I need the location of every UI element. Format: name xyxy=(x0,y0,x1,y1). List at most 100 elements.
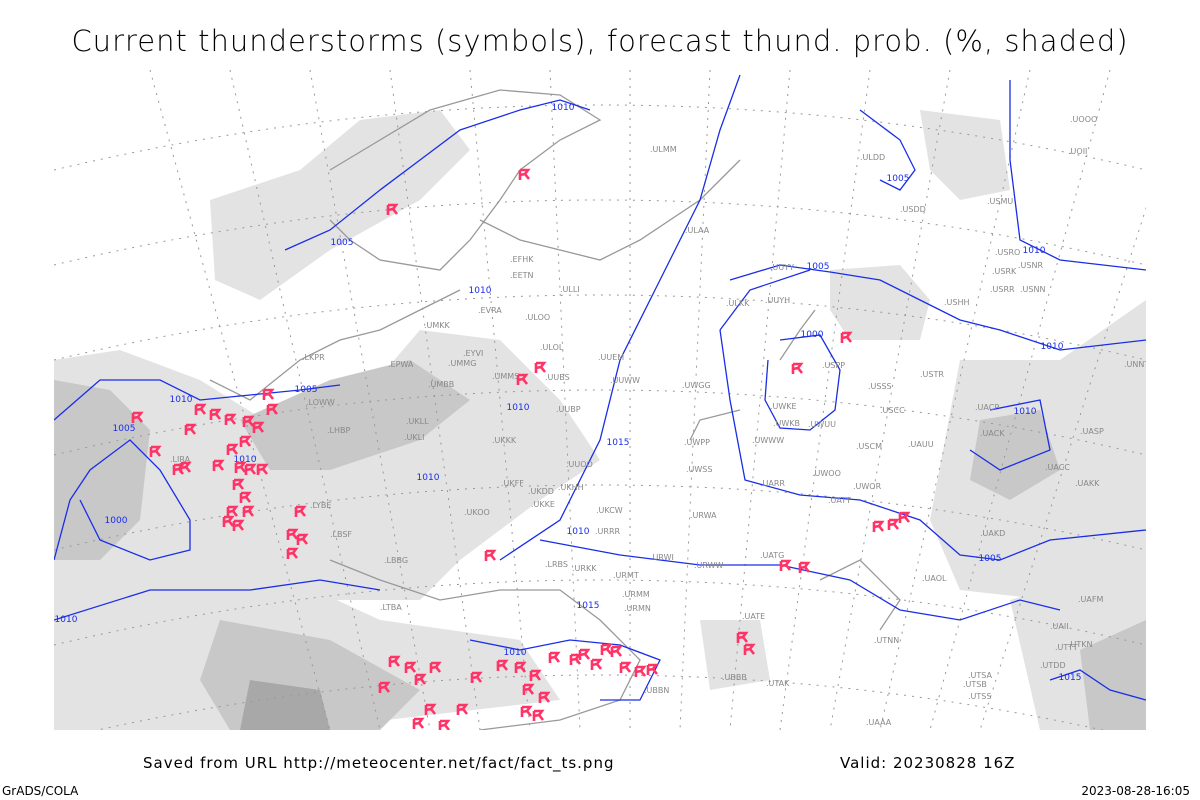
isobar-label: 1015 xyxy=(607,438,630,448)
station-label: .LBSF xyxy=(330,530,352,539)
station-label: .UMBB xyxy=(428,380,454,389)
station-label: .LTBA xyxy=(380,603,402,612)
map-title: Current thunderstorms (symbols), forecas… xyxy=(71,24,1129,58)
station-label: .LHBP xyxy=(327,426,351,435)
thunderstorm-icon xyxy=(239,491,252,503)
thunderstorm-icon xyxy=(516,373,529,385)
thunderstorm-icon xyxy=(242,505,255,517)
thunderstorm-icon xyxy=(898,511,911,523)
station-label: .UTKN xyxy=(1068,640,1093,649)
isobar-label: 1010 xyxy=(469,286,492,296)
isobar-label: 1005 xyxy=(295,385,318,395)
station-label: .UASP xyxy=(1080,427,1104,436)
station-label: .URWW xyxy=(694,561,724,570)
station-label: .UTSA xyxy=(968,671,993,680)
thunderstorm-icon xyxy=(538,691,551,703)
lat-lon-grid xyxy=(54,70,1146,730)
thunderstorm-icon xyxy=(791,362,804,374)
thunderstorm-icon xyxy=(532,709,545,721)
thunderstorm-icon xyxy=(736,631,749,643)
station-label: .UATG xyxy=(760,551,784,560)
isobar-label: 1010 xyxy=(1023,246,1046,256)
isobar-label: 1010 xyxy=(1041,342,1064,352)
station-label: .ULOL xyxy=(540,343,564,352)
coastline xyxy=(689,409,741,441)
station-label: .UOOO xyxy=(1070,115,1097,124)
station-label: .USMU xyxy=(987,197,1013,206)
thunderstorm-icon xyxy=(590,658,603,670)
station-label: .UBBN xyxy=(644,686,669,695)
thunderstorm-icon xyxy=(252,421,265,433)
coastlines xyxy=(209,89,901,730)
station-label: .UAOL xyxy=(922,574,947,583)
thunderstorm-icon xyxy=(232,519,245,531)
thunderstorm-icon xyxy=(529,669,542,681)
station-label: .LOWW xyxy=(306,398,335,407)
isobar-label: 1010 xyxy=(170,395,193,405)
station-label: .LIRA xyxy=(170,455,191,464)
isobar-label: 1005 xyxy=(113,424,136,434)
thunderstorm-icon xyxy=(234,461,247,473)
thunderstorm-icon xyxy=(209,408,222,420)
isobar-label: 1015 xyxy=(1059,673,1082,683)
station-label: .UTSB xyxy=(963,680,987,689)
station-label: .UAAA xyxy=(866,718,892,727)
thunderstorm-icon xyxy=(619,661,632,673)
thunderstorm-icon xyxy=(149,445,162,457)
station-label: .UMMG xyxy=(448,359,476,368)
isobar-line xyxy=(859,109,916,191)
thunderstorm-icon xyxy=(184,423,197,435)
isobar-label: 1010 xyxy=(55,615,78,625)
thunderstorm-icon xyxy=(470,671,483,683)
meridian xyxy=(729,70,791,730)
valid-time-text: Valid: 20230828 16Z xyxy=(840,754,1016,772)
thunderstorm-icon xyxy=(887,518,900,530)
thunderstorm-icon xyxy=(212,459,225,471)
thunderstorm-icon xyxy=(840,331,853,343)
thunderstorm-icon xyxy=(222,515,235,527)
isobar-label: 1010 xyxy=(504,648,527,658)
isobar-line xyxy=(764,334,841,431)
station-label: .ULAA xyxy=(685,226,710,235)
station-label: .UKLL xyxy=(406,417,429,426)
station-label: .EPWA xyxy=(388,360,414,369)
station-label: .UAFM xyxy=(1078,595,1103,604)
station-label: .EYVI xyxy=(463,349,483,358)
station-label: .USRR xyxy=(990,285,1015,294)
station-label: .USNN xyxy=(1020,285,1045,294)
thunderstorm-icon xyxy=(131,411,144,423)
isobar-line xyxy=(54,439,191,561)
isobar-label: 1010 xyxy=(1014,407,1037,417)
software-credit: GrADS/COLA xyxy=(2,784,79,798)
station-label: .UAUU xyxy=(908,440,934,449)
station-label: .USTR xyxy=(920,370,944,379)
thunderstorm-icon xyxy=(239,435,252,447)
isobar-label: 1010 xyxy=(507,403,530,413)
station-label: .UKCW xyxy=(596,506,623,515)
isobar-label: 1010 xyxy=(417,473,440,483)
shaded-area xyxy=(240,360,470,470)
station-label: .UTTT xyxy=(1055,643,1078,652)
station-label: .UKFF xyxy=(501,479,524,488)
station-label: .LRBS xyxy=(545,560,568,569)
coastline xyxy=(819,559,901,631)
thunderstorm-icon xyxy=(286,528,299,540)
thunderstorm-icon xyxy=(484,549,497,561)
isobar-line xyxy=(719,329,1146,561)
station-label: .UMMS xyxy=(492,372,519,381)
thunderstorm-icon xyxy=(438,719,451,730)
isobar-line xyxy=(969,399,1051,471)
station-label: .UWPP xyxy=(684,438,710,447)
shaded-area xyxy=(920,110,1010,200)
isobar-label: 1015 xyxy=(577,601,600,611)
station-label: .UUBS xyxy=(545,373,570,382)
thunderstorm-icon xyxy=(634,665,647,677)
isobar-line xyxy=(719,269,811,331)
station-labels: .ULMM .ULAA .ULOO .EFHK .EETN .ULLI .EVRA .ULOL… xyxy=(170,115,1146,727)
thunderstorm-icon xyxy=(534,361,547,373)
isobar-label: 1000 xyxy=(105,516,128,526)
station-label: .UAKD xyxy=(980,529,1005,538)
thunderstorm-icon xyxy=(518,168,531,180)
station-label: .UKLI xyxy=(404,433,424,442)
thunderstorm-icon xyxy=(232,478,245,490)
